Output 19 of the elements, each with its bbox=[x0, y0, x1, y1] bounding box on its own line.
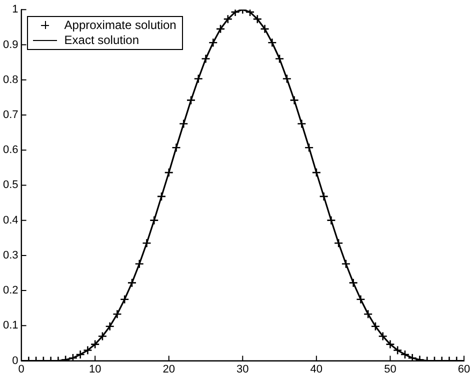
y-tick-label: 0.4 bbox=[2, 214, 18, 226]
legend-label: Approximate solution bbox=[64, 18, 176, 33]
y-tick-label: 0.2 bbox=[2, 284, 18, 297]
y-tick-label: 0.6 bbox=[2, 144, 18, 156]
x-tick-label: 10 bbox=[88, 363, 102, 376]
x-tick-label: 60 bbox=[458, 363, 470, 376]
legend-label: Exact solution bbox=[64, 32, 139, 48]
y-tick-label: 0.1 bbox=[2, 320, 18, 332]
y-tick-label: 0.8 bbox=[2, 74, 18, 86]
y-tick-label: 0.7 bbox=[2, 108, 18, 121]
x-tick-label: 20 bbox=[162, 363, 175, 376]
x-tick-label: 50 bbox=[384, 363, 396, 376]
x-tick-label: 30 bbox=[236, 363, 249, 376]
y-tick-label: 0.3 bbox=[2, 249, 18, 262]
y-tick-label: 0 bbox=[12, 354, 18, 367]
y-tick-label: 0.5 bbox=[2, 179, 18, 192]
y-tick-label: 1 bbox=[12, 4, 18, 16]
x-tick-label: 40 bbox=[310, 363, 323, 376]
y-tick-label: 0.9 bbox=[2, 38, 18, 51]
